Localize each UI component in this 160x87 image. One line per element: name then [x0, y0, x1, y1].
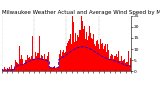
- Text: Milwaukee Weather Actual and Average Wind Speed by Minute mph (Last 24 Hours): Milwaukee Weather Actual and Average Win…: [2, 10, 160, 15]
